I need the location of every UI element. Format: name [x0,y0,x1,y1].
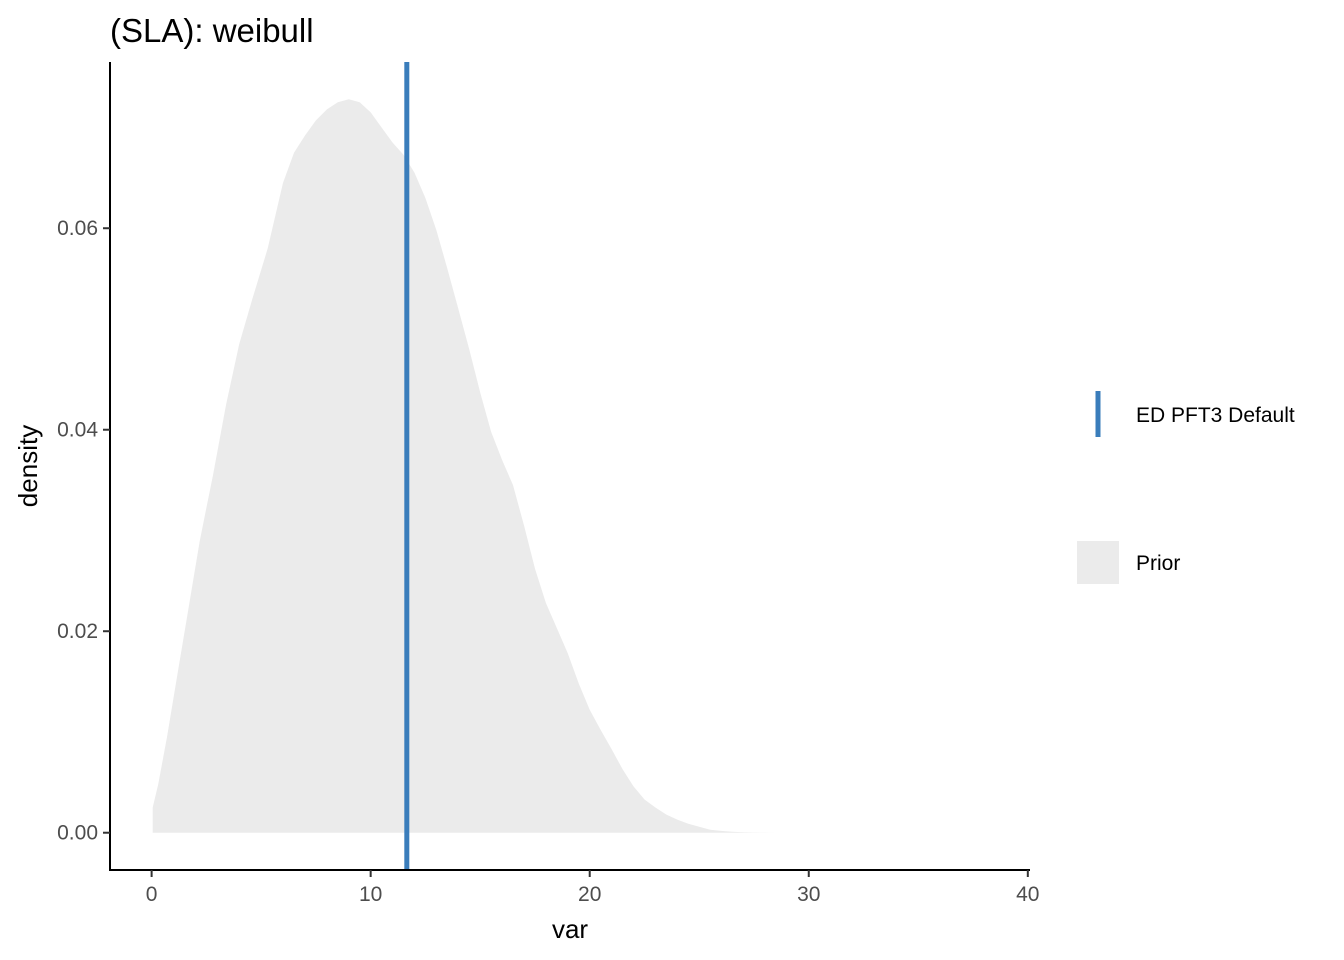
x-tick-label: 40 [1016,883,1039,906]
legend-item-default[interactable]: ED PFT3 Default [1095,391,1295,437]
y-axis-title: density [13,425,43,507]
x-tick-label: 10 [359,883,382,906]
y-tick-label: 0.00 [57,822,98,845]
legend-label-prior: Prior [1136,552,1180,575]
x-tick-label: 20 [578,883,601,906]
chart-title: (SLA): weibull [110,12,314,49]
legend-label-default: ED PFT3 Default [1136,404,1295,427]
x-axis-ticks: 0 10 20 30 40 [146,870,1039,906]
y-tick-label: 0.06 [57,217,98,240]
legend-item-prior[interactable]: Prior [1077,541,1180,584]
x-tick-label: 30 [797,883,820,906]
x-axis-title: var [552,914,588,944]
legend: ED PFT3 Default Prior [1077,391,1295,584]
y-axis-ticks: 0.00 0.02 0.04 0.06 [57,217,110,845]
prior-density-area [152,99,912,833]
x-tick-label: 0 [146,883,158,906]
y-tick-label: 0.02 [57,620,98,643]
plot-area [152,62,912,870]
legend-key-fill [1077,541,1119,584]
y-tick-label: 0.04 [57,419,98,442]
